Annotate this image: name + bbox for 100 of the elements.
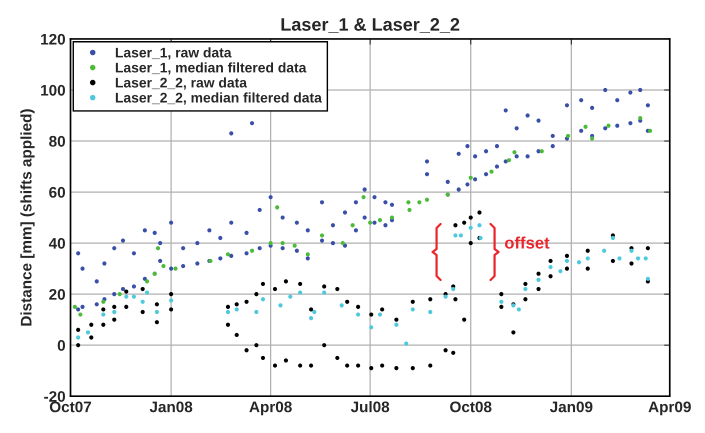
point (489, 170, 494, 174)
point (428, 310, 432, 314)
point (101, 300, 106, 304)
point (250, 248, 254, 253)
point (278, 303, 283, 308)
point (169, 298, 174, 303)
point (404, 342, 408, 346)
point (453, 233, 458, 238)
point (648, 128, 652, 133)
point (156, 246, 160, 250)
point (516, 307, 521, 312)
point (443, 294, 448, 299)
point (602, 248, 606, 253)
y-tick-label: 120 (41, 34, 66, 45)
point (378, 312, 382, 317)
point (320, 233, 324, 238)
point (610, 236, 615, 240)
point (638, 116, 642, 120)
y-tick-label: 80 (49, 136, 66, 147)
point (424, 198, 430, 202)
point (417, 200, 422, 204)
point (101, 312, 106, 317)
x-tick-label: Apr09 (648, 401, 691, 416)
y-tick-label: 40 (48, 238, 66, 249)
point (407, 208, 412, 212)
point (288, 294, 292, 299)
y-tick-label: 60 (49, 186, 66, 198)
point (154, 310, 159, 314)
point (548, 265, 553, 270)
point (378, 218, 382, 222)
point (124, 294, 128, 299)
point (617, 256, 622, 260)
y-tick-label: 20 (49, 289, 66, 300)
point (576, 260, 582, 264)
point (586, 256, 590, 260)
point (512, 150, 517, 154)
point (118, 292, 122, 296)
point (226, 252, 230, 256)
x-tick-label: Jul08 (350, 401, 390, 412)
legend-label: Laser_2_2, median filtered data (116, 92, 322, 105)
point (499, 300, 504, 304)
point (458, 233, 463, 238)
point (260, 297, 266, 302)
point (536, 278, 541, 282)
point (451, 286, 456, 292)
point (268, 241, 273, 246)
point (368, 220, 372, 225)
point (280, 241, 285, 246)
point (566, 134, 570, 138)
point (254, 310, 258, 314)
legend-label: Laser_1, raw data (116, 47, 232, 60)
point (298, 290, 302, 295)
y-axis-title: Distance [mm] (shifts applied) (20, 109, 35, 326)
point (540, 149, 544, 154)
point (369, 325, 374, 330)
point (144, 290, 150, 295)
point (161, 264, 166, 268)
x-tick-label: Apr08 (249, 401, 292, 416)
x-tick-label: Jan09 (550, 401, 592, 412)
legend-label: Laser_2_2, raw data (116, 77, 248, 90)
point (72, 304, 77, 309)
point (140, 300, 145, 304)
point (308, 316, 314, 320)
x-tick-label: Jan08 (150, 401, 192, 412)
point (564, 258, 570, 264)
point (629, 248, 634, 253)
point (144, 279, 150, 284)
point (646, 276, 650, 281)
point (340, 241, 345, 246)
point (292, 244, 297, 248)
point (636, 256, 640, 260)
point (406, 200, 410, 204)
point (234, 307, 239, 312)
y-tick-label: 0 (58, 340, 66, 351)
point (468, 226, 473, 230)
point (76, 335, 80, 340)
legend-label: Laser_1, median filtered data (116, 62, 306, 75)
annotation: offset (504, 236, 550, 249)
x-tick-label: Oct08 (450, 401, 492, 412)
point (583, 124, 588, 129)
point (606, 124, 611, 128)
point (173, 266, 178, 271)
point (340, 303, 344, 308)
point (356, 312, 360, 317)
point (132, 294, 136, 299)
point (361, 195, 366, 200)
point (468, 176, 473, 180)
y-tick-label: -20 (44, 391, 66, 402)
point (226, 310, 230, 314)
chart-title: Laser_1 & Laser_2_2 (282, 18, 460, 33)
point (312, 310, 316, 314)
point (112, 310, 116, 314)
point (394, 322, 398, 327)
point (523, 286, 528, 292)
point (86, 330, 90, 334)
point (558, 269, 562, 274)
point (644, 256, 648, 260)
point (590, 136, 594, 141)
point (78, 312, 82, 317)
point (477, 223, 482, 228)
